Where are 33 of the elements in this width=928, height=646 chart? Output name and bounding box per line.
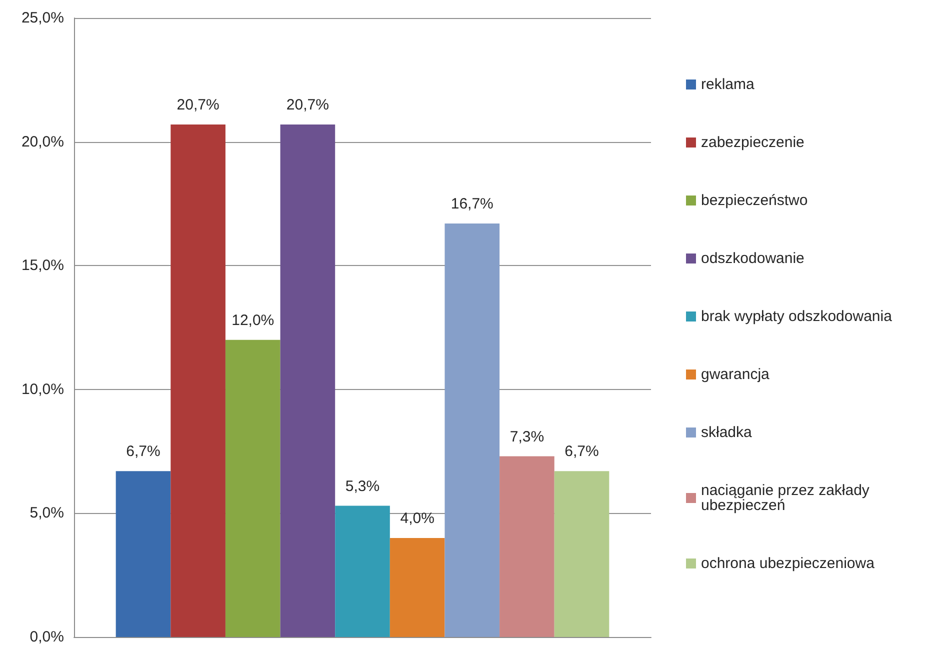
data-label: 12,0% — [232, 312, 274, 329]
y-tick-label: 0,0% — [30, 628, 64, 646]
data-label: 6,7% — [564, 443, 599, 460]
bar — [280, 124, 336, 637]
data-label: 7,3% — [510, 428, 544, 446]
legend-label: gwarancja — [701, 366, 770, 383]
legend-label: naciąganie przez zakłady ubezpieczeń — [701, 482, 874, 514]
legend-label: zabezpieczenie — [701, 134, 804, 151]
legend-label: składka — [701, 424, 753, 441]
bar — [554, 471, 610, 637]
data-label: 6,7% — [126, 443, 160, 460]
bar — [390, 538, 445, 637]
bar — [116, 471, 171, 637]
legend-label: reklama — [701, 76, 756, 93]
legend-label: bezpieczeństwo — [701, 192, 808, 209]
legend-label: ochrona ubezpieczeniowa — [701, 555, 876, 572]
y-tick-label: 20,0% — [21, 133, 64, 150]
data-label: 16,7% — [450, 196, 494, 213]
y-tick-label: 15,0% — [21, 257, 64, 274]
data-label: 20,7% — [176, 96, 220, 114]
data-label: 5,3% — [345, 478, 380, 495]
bar — [444, 224, 500, 637]
y-tick-label: 10,0% — [21, 380, 64, 398]
data-label: 4,0% — [400, 510, 434, 527]
bar — [170, 124, 226, 637]
bar — [500, 456, 554, 637]
y-tick-label: 25,0% — [21, 10, 64, 26]
legend-label: brak wypłaty odszkodowania — [701, 308, 893, 325]
y-tick-label: 5,0% — [30, 504, 64, 522]
data-label: 20,7% — [286, 96, 329, 114]
bar — [335, 506, 390, 637]
bar — [225, 340, 280, 637]
legend-label: odszkodowanie — [701, 250, 804, 267]
